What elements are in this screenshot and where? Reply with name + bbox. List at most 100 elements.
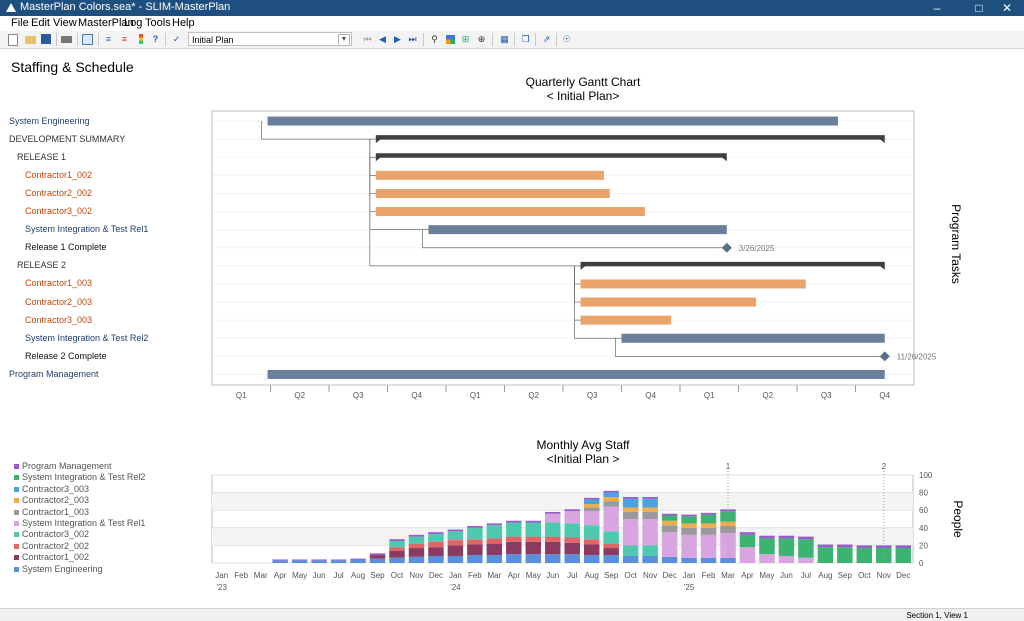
- table-icon[interactable]: ▦: [500, 34, 509, 44]
- staff-bar-segment: [545, 554, 561, 563]
- task-bar: [375, 188, 610, 198]
- task-bar: [580, 297, 757, 307]
- staff-bar-segment: [311, 560, 327, 563]
- legend-item: System Engineering: [14, 564, 145, 575]
- minimize-button[interactable]: –: [933, 1, 941, 15]
- staff-bar-segment: [759, 538, 775, 555]
- menu-file[interactable]: File: [11, 17, 29, 29]
- task-label[interactable]: System Engineering: [9, 115, 90, 126]
- dependency-line: [615, 338, 885, 357]
- staff-bar-segment: [408, 556, 425, 563]
- previous-icon[interactable]: ◀: [379, 34, 386, 44]
- milestone-date: 3/26/2025: [739, 244, 775, 253]
- staff-bar-segment: [622, 507, 639, 512]
- month-label: Feb: [702, 571, 716, 580]
- task-label[interactable]: Contractor1_003: [25, 278, 93, 289]
- plan-select[interactable]: Initial Plan ▼: [188, 32, 352, 46]
- month-label: Sep: [838, 571, 853, 580]
- zoom-icon[interactable]: ⚲: [431, 34, 438, 44]
- staff-bar-segment: [389, 547, 405, 551]
- gantt-view-icon[interactable]: ≡: [105, 34, 112, 44]
- legend-label: System Integration & Test Rel2: [22, 472, 146, 483]
- legend-label: System Engineering: [22, 563, 103, 574]
- task-label[interactable]: System Integration & Test Rel2: [25, 332, 149, 343]
- info-icon[interactable]: ☉: [562, 34, 571, 44]
- task-label[interactable]: DEVELOPMENT SUMMARY: [9, 133, 126, 144]
- task-label[interactable]: RELEASE 2: [17, 260, 67, 271]
- task-label[interactable]: Contractor3_003: [25, 314, 93, 325]
- open-folder-icon[interactable]: [25, 36, 36, 44]
- staff-bar-segment: [583, 507, 600, 512]
- chart-icon[interactable]: [135, 34, 146, 45]
- target-icon[interactable]: ⊕: [477, 34, 486, 44]
- staff-bar-segment: [622, 519, 639, 546]
- chevron-down-icon[interactable]: ▼: [338, 34, 350, 46]
- staff-bar-segment: [759, 535, 775, 539]
- staff-ylabel: People: [951, 500, 965, 538]
- dependency-line: [369, 139, 581, 267]
- copy-icon[interactable]: [82, 34, 93, 45]
- task-label[interactable]: RELEASE 1: [17, 151, 67, 162]
- staff-bar-segment: [369, 553, 386, 556]
- window-icon[interactable]: ❐: [521, 34, 530, 44]
- legend-item: Contractor2_003: [14, 495, 145, 506]
- help-question-icon[interactable]: ?: [152, 34, 159, 44]
- staff-bar-segment: [603, 506, 619, 532]
- staff-legend: Program Management System Integration & T…: [14, 461, 145, 575]
- next-icon[interactable]: ▶: [394, 34, 401, 44]
- task-label[interactable]: Release 1 Complete: [25, 242, 107, 253]
- task-label[interactable]: Contractor2_003: [25, 296, 93, 307]
- staff-bar-segment: [564, 523, 580, 538]
- staff-chart-subtitle: <Initial Plan >: [546, 452, 620, 466]
- task-label[interactable]: Contractor1_002: [25, 169, 93, 180]
- staff-bar-segment: [661, 525, 678, 533]
- menu-tools[interactable]: Tools: [145, 17, 171, 29]
- staff-bar-segment: [642, 507, 658, 512]
- print-icon[interactable]: [61, 36, 72, 43]
- month-label: May: [526, 571, 541, 580]
- menu-help[interactable]: Help: [172, 17, 195, 29]
- menu-masterplan[interactable]: MasterPlan: [78, 17, 134, 29]
- task-label[interactable]: Program Management: [9, 368, 99, 379]
- legend-label: Contractor3_003: [22, 483, 90, 494]
- quarter-label: Q1: [470, 391, 481, 400]
- task-label[interactable]: Release 2 Complete: [25, 350, 107, 361]
- staff-bar-segment: [642, 555, 658, 563]
- quarter-label: Q3: [353, 391, 364, 400]
- staff-bar-segment: [700, 557, 717, 563]
- menu-log[interactable]: Log: [124, 17, 143, 29]
- new-file-icon[interactable]: [8, 34, 18, 46]
- export-icon[interactable]: ⇗: [542, 34, 551, 44]
- staff-bar-segment: [467, 555, 483, 563]
- grid-icon[interactable]: [445, 34, 456, 45]
- staffing-view-icon[interactable]: ≡: [121, 34, 128, 44]
- maximize-button[interactable]: □: [975, 1, 983, 15]
- legend-swatch: [14, 509, 19, 515]
- staff-bar-segment: [428, 532, 444, 534]
- staff-bar-segment: [603, 531, 619, 544]
- staff-bar-segment: [408, 536, 425, 544]
- first-icon[interactable]: ⏮: [363, 34, 372, 44]
- menu-view[interactable]: View: [53, 17, 77, 29]
- last-icon[interactable]: ⏭: [408, 34, 417, 44]
- staff-bar-segment: [467, 544, 483, 556]
- task-label[interactable]: Contractor3_002: [25, 206, 93, 217]
- dependency-line: [261, 121, 376, 140]
- task-label[interactable]: System Integration & Test Rel1: [25, 224, 149, 235]
- legend-label: Program Management: [22, 461, 112, 471]
- month-label: May: [292, 571, 307, 580]
- staff-bar-segment: [330, 559, 347, 561]
- layout-icon[interactable]: ⊞: [461, 34, 470, 44]
- staff-bar-segment: [467, 527, 483, 540]
- staff-bar-segment: [369, 555, 386, 559]
- wrench-icon[interactable]: ✓: [172, 34, 181, 44]
- title-bar: MasterPlan Colors.sea* - SLIM-MasterPlan…: [0, 0, 1024, 16]
- staff-bar-segment: [681, 534, 697, 558]
- menu-edit[interactable]: Edit: [31, 17, 50, 29]
- save-icon[interactable]: [41, 34, 51, 44]
- task-label[interactable]: Contractor2_002: [25, 187, 93, 198]
- staff-bar-segment: [291, 560, 308, 563]
- staff-bar-segment: [856, 548, 873, 563]
- staff-bar-segment: [486, 525, 503, 539]
- close-button[interactable]: ✕: [1001, 1, 1013, 15]
